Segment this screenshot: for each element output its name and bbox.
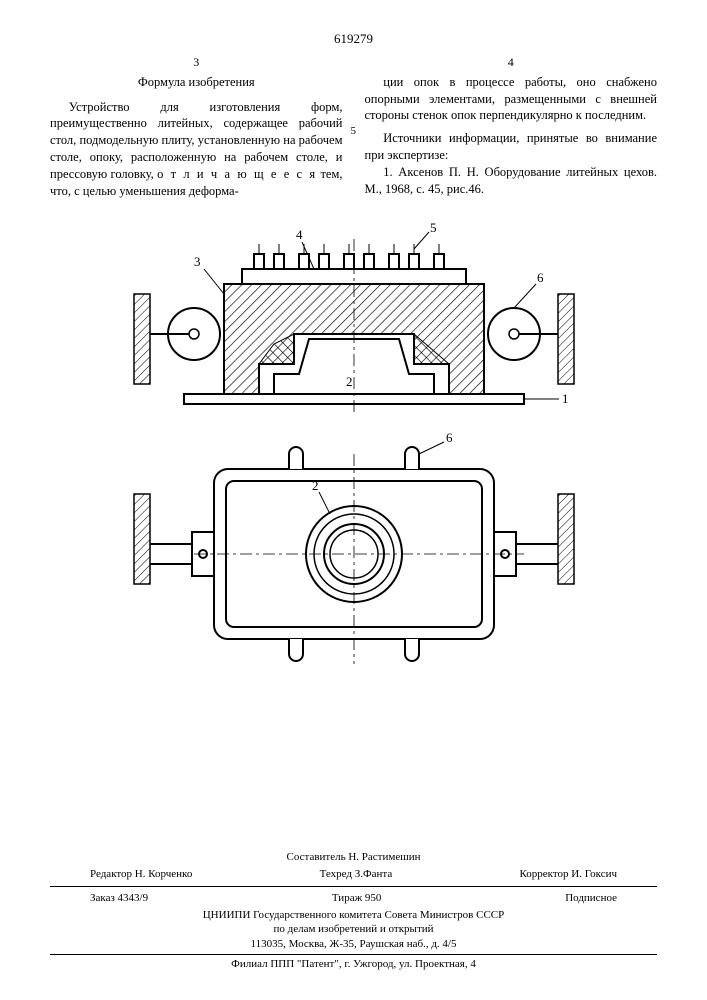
formula-heading: Формула изобретения: [50, 74, 343, 91]
figure-plan-view: 6 2: [134, 430, 574, 664]
claim-paragraph-right: ции опок в процессе работы, оно снаб­жен…: [365, 74, 658, 125]
footer-compiler: Составитель Н. Растимешин: [50, 850, 657, 865]
sources-heading: Источники информации, принятые во вниман…: [365, 130, 658, 164]
left-page-marker: 3: [50, 54, 343, 70]
callout-6b: 6: [446, 430, 453, 445]
claim-paragraph-left: Устройство для изготовления форм, преиму…: [50, 99, 343, 200]
text-columns: 3 Формула изобретения Устройство для изг…: [50, 54, 657, 200]
footer-signed: Подписное: [565, 891, 617, 906]
footer-org2: по делам изобретений и открытий: [50, 922, 657, 937]
imprint-footer: Составитель Н. Растимешин Редактор Н. Ко…: [50, 850, 657, 972]
patent-number: 619279: [50, 30, 657, 48]
patent-figures: 1 2 3 4: [50, 214, 657, 694]
line-number-5: 5: [351, 124, 357, 139]
callout-6a: 6: [537, 270, 544, 285]
footer-order: Заказ 4343/9: [90, 891, 148, 906]
callout-3: 3: [194, 254, 201, 269]
callout-1: 1: [562, 391, 569, 406]
callout-4: 4: [296, 227, 303, 242]
callout-2b: 2: [312, 478, 319, 493]
footer-techred: Техред З.Фанта: [320, 867, 393, 882]
callout-5: 5: [430, 220, 437, 235]
footer-address: 113035, Москва, Ж-35, Раушская наб., д. …: [50, 937, 657, 952]
figure-top-section: 1 2 3 4: [134, 220, 574, 414]
footer-corrector: Корректор И. Гоксич: [520, 867, 618, 882]
footer-org1: ЦНИИПИ Государственного комитета Совета …: [50, 908, 657, 923]
right-page-marker: 4: [365, 54, 658, 70]
footer-branch: Филиал ППП "Патент", г. Ужгород, ул. Про…: [50, 957, 657, 972]
left-column: 3 Формула изобретения Устройство для изг…: [50, 54, 343, 200]
footer-tirazh: Тираж 950: [332, 891, 382, 906]
figure-svg: 1 2 3 4: [114, 214, 594, 694]
claim-spaced: о т л и ч а ю щ е е с я: [157, 167, 317, 181]
source-1: 1. Аксенов П. Н. Оборудование литейных ц…: [365, 164, 658, 198]
footer-editor: Редактор Н. Корченко: [90, 867, 192, 882]
callout-2a: 2: [346, 374, 353, 389]
right-column: 4 5 ции опок в процессе работы, оно снаб…: [365, 54, 658, 200]
